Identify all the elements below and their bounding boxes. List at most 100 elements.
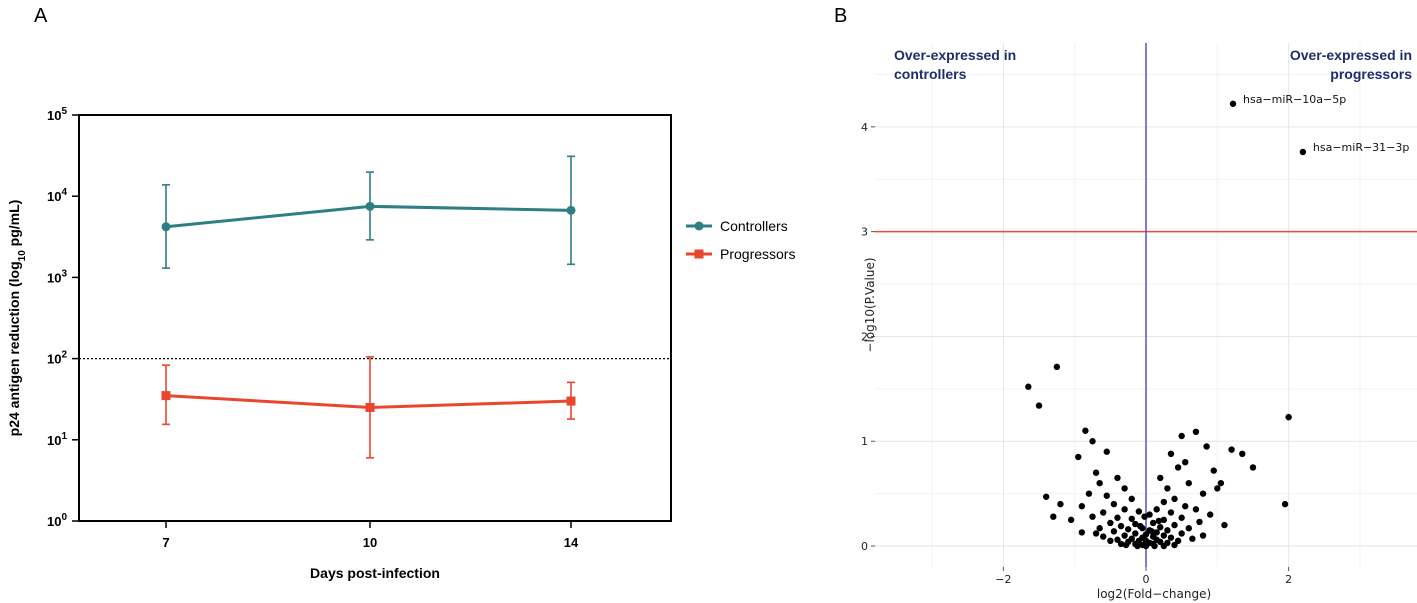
panel-b-point <box>1114 474 1121 482</box>
panel-a-y-tick-exponent: 0 <box>61 512 67 523</box>
panel-b-point <box>1124 526 1132 533</box>
panel-b-point <box>1171 541 1178 549</box>
panel-a-y-axis-title-sub: 10 <box>17 250 28 262</box>
panel-a-y-tick-base: 10 <box>47 433 61 448</box>
panel-b-point <box>1155 517 1163 525</box>
panel-b-ticks: −2 0 2 0 1 2 3 4 <box>861 121 1292 586</box>
panel-b-point <box>1089 438 1096 445</box>
panel-b-point <box>1185 525 1192 532</box>
panel-b-point-label: hsa−miR−10a−5p <box>1243 93 1346 106</box>
panel-b-point <box>1157 474 1164 482</box>
panel-b-point <box>1141 513 1148 520</box>
panel-b-point <box>1082 427 1089 434</box>
panel-b-labeled-point <box>1229 100 1237 107</box>
panel-a-plot-frame <box>78 114 672 522</box>
panel-a-y-tick-exponent: 4 <box>61 187 67 198</box>
panel-b-point <box>1114 536 1121 543</box>
panel-a-y-tick-exponent: 1 <box>61 431 67 442</box>
panel-a-point-progressors <box>365 402 375 412</box>
panel-b-point <box>1160 542 1168 550</box>
panel-b-point <box>1182 459 1189 466</box>
panel-b-point <box>1103 492 1110 499</box>
panel-b-point <box>1042 493 1050 500</box>
panel-b-point <box>1148 528 1155 535</box>
panel-b-point <box>1285 413 1292 421</box>
panel-b-point <box>1192 506 1200 513</box>
panel-b-point <box>1050 513 1057 520</box>
annotation-controllers-line1: Over-expressed in <box>894 47 1016 63</box>
panel-b-point <box>1089 513 1096 520</box>
panel-a-x-tick-label: 7 <box>162 535 169 550</box>
panel-b-point <box>1092 530 1100 537</box>
panel-b-y-tick-label: 4 <box>861 121 868 134</box>
panel-a-y-tick-base: 10 <box>47 514 61 529</box>
panel-a-x-axis-title: Days post-infection <box>310 565 440 581</box>
panel-b-point <box>1281 500 1289 508</box>
panel-a-series <box>161 155 576 459</box>
panel-b-point <box>1121 506 1128 513</box>
panel-b-point <box>1164 485 1171 492</box>
panel-b-point <box>1096 525 1103 532</box>
panel-b-reference-lines <box>875 43 1417 567</box>
panel-a-x-tick-label: 14 <box>564 535 579 550</box>
panel-b-point <box>1239 450 1246 458</box>
panel-a-point-controllers <box>161 222 171 232</box>
panel-a-point-controllers <box>566 205 576 215</box>
panel-b-point <box>1128 495 1135 503</box>
panel-a-y-tick-exponent: 2 <box>61 350 67 361</box>
panel-b-point <box>1157 523 1164 531</box>
panel-a-y-axis-title: p24 antigen reduction (log10 pg/mL) <box>6 200 28 437</box>
panel-a-y-axis-title-main: p24 antigen reduction (log <box>6 261 22 436</box>
panel-b-point <box>1132 520 1139 528</box>
panel-b-point <box>1153 529 1160 536</box>
panel-b-point <box>1121 485 1128 492</box>
panel-b-point <box>1217 479 1225 487</box>
panel-b-point <box>1085 490 1093 497</box>
panel-b-point <box>1167 534 1175 541</box>
legend-marker-controllers <box>694 221 704 231</box>
panel-b-y-tick-label: 3 <box>861 226 868 239</box>
panel-b-point <box>1075 453 1082 461</box>
annotation-progressors-line2: progressors <box>1330 66 1412 82</box>
panel-b-labeled-point <box>1299 148 1307 156</box>
panel-b-point-label: hsa−miR−31−3p <box>1313 141 1410 154</box>
panel-b-point <box>1142 542 1150 550</box>
panel-b-volcano-plot: hsa−miR−10a−5p hsa−miR−31−3p −2 0 2 0 1 2 3 4 Ov… <box>861 43 1417 601</box>
panel-b-point <box>1135 508 1143 515</box>
panel-b-point <box>1206 511 1214 518</box>
panel-b-point <box>1146 511 1153 518</box>
panel-b-point <box>1107 519 1114 527</box>
panel-b-y-tick-label: 1 <box>861 435 868 448</box>
panel-b-point <box>1100 509 1107 516</box>
panel-b-point <box>1160 498 1168 506</box>
panel-b-point <box>1249 464 1257 471</box>
panel-b-point <box>1210 467 1217 474</box>
panel-b-point <box>1103 448 1110 455</box>
panel-b-point <box>1185 479 1192 487</box>
panel-b-point <box>1117 540 1125 548</box>
panel-b-point <box>1228 446 1235 453</box>
panel-a-legend: Controllers Progressors <box>686 218 795 262</box>
panel-b-point <box>1025 383 1032 390</box>
panel-a-y-tick-label: 103 <box>47 268 67 285</box>
panel-b-point <box>1199 490 1207 497</box>
panel-b-x-tick-label: −2 <box>995 573 1011 586</box>
panel-b-point <box>1110 500 1118 508</box>
panel-a-y-tick-base: 10 <box>47 189 61 204</box>
panel-a-x-tick-label: 10 <box>363 535 377 550</box>
panel-b-point <box>1067 516 1075 524</box>
annotation-controllers-line2: controllers <box>894 66 967 82</box>
panel-b-point <box>1151 542 1158 550</box>
panel-b-point <box>1174 464 1182 471</box>
panel-a-y-tick-base: 10 <box>47 352 61 367</box>
panel-b-x-tick-label: 2 <box>1285 573 1292 586</box>
panel-b-point <box>1196 518 1203 526</box>
panel-b-point <box>1137 522 1144 530</box>
panel-b-y-tick-label: 0 <box>861 540 868 553</box>
panel-b-point <box>1128 515 1135 522</box>
panel-b-point <box>1157 538 1164 546</box>
panel-b-point <box>1203 443 1210 450</box>
panel-a-y-tick-base: 10 <box>47 108 61 123</box>
